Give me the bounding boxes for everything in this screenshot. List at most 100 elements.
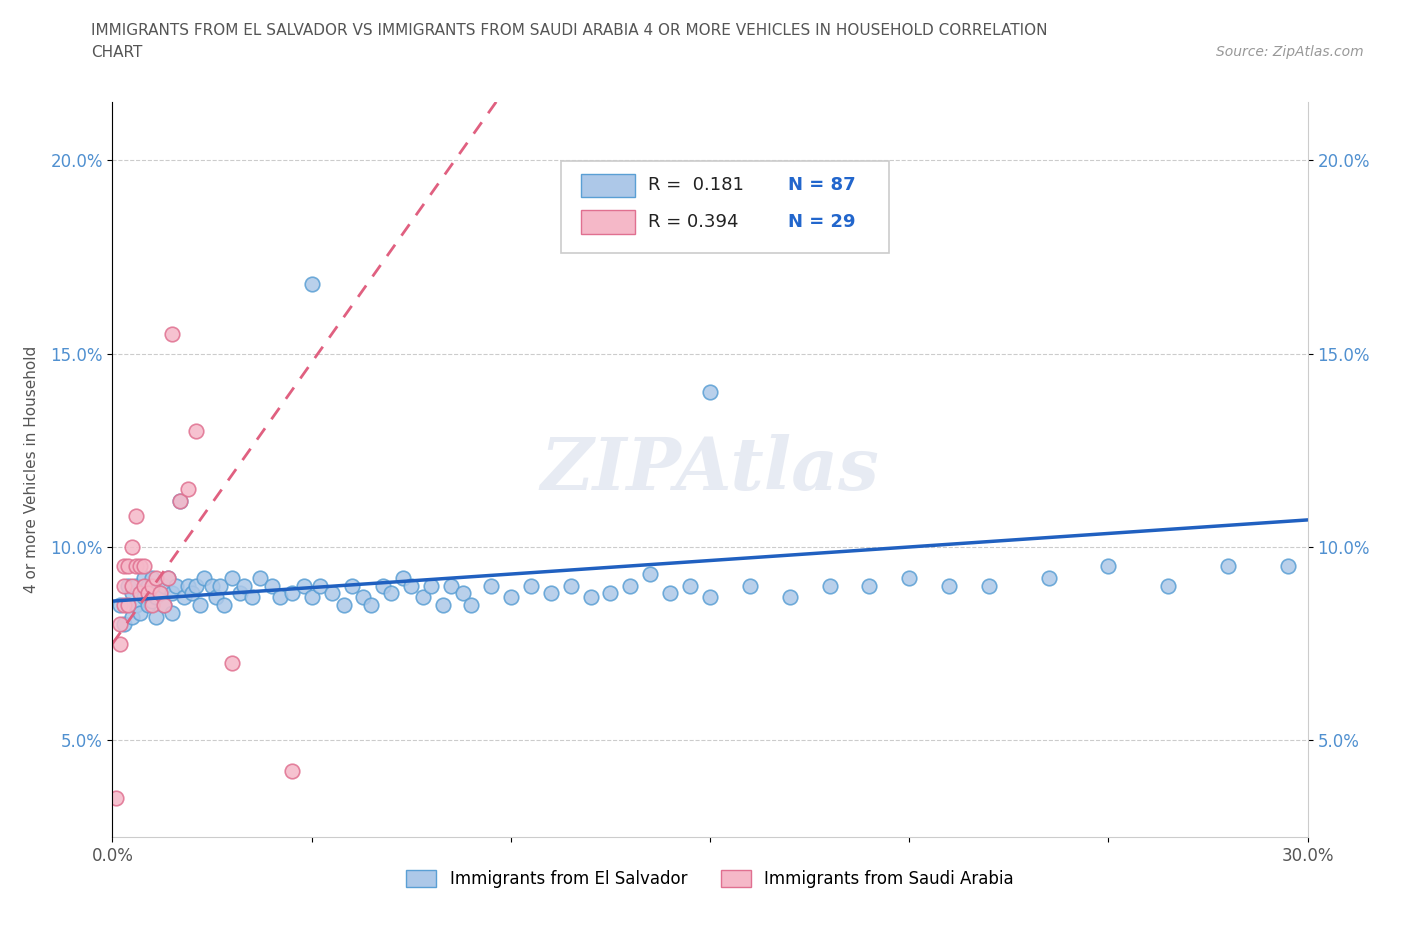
Point xyxy=(121,609,143,624)
Point xyxy=(149,586,172,601)
Point xyxy=(129,559,152,574)
Point xyxy=(420,578,443,593)
Point xyxy=(141,578,163,593)
Point xyxy=(169,493,191,508)
Point xyxy=(205,590,228,604)
Point xyxy=(233,578,256,593)
Point xyxy=(129,586,152,601)
Point xyxy=(105,790,128,805)
Point xyxy=(308,578,330,593)
FancyBboxPatch shape xyxy=(581,174,634,197)
Point xyxy=(134,590,156,604)
Point xyxy=(499,590,522,604)
Point xyxy=(479,578,502,593)
Point xyxy=(145,609,167,624)
Point xyxy=(153,598,176,613)
Point xyxy=(141,598,163,613)
Point xyxy=(134,570,156,585)
Point xyxy=(141,593,163,608)
Point xyxy=(699,590,721,604)
Point xyxy=(138,598,160,613)
Point xyxy=(321,586,343,601)
Point xyxy=(451,586,474,601)
Point xyxy=(898,570,921,585)
Point xyxy=(460,598,482,613)
Point xyxy=(1038,570,1060,585)
Point xyxy=(165,578,187,593)
Point xyxy=(114,617,135,631)
Point xyxy=(360,598,382,613)
Point xyxy=(340,578,363,593)
Point xyxy=(149,586,172,601)
Point xyxy=(125,598,148,613)
Point xyxy=(114,598,135,613)
Point xyxy=(412,590,434,604)
Point xyxy=(301,276,323,291)
Point xyxy=(292,578,315,593)
Point xyxy=(157,570,180,585)
Point xyxy=(169,493,191,508)
Point xyxy=(249,570,271,585)
Point xyxy=(520,578,543,593)
Point xyxy=(599,586,621,601)
Point xyxy=(117,559,139,574)
Point xyxy=(110,617,132,631)
Point xyxy=(177,482,200,497)
Point xyxy=(138,586,160,601)
Text: CHART: CHART xyxy=(91,45,143,60)
Point xyxy=(138,578,160,593)
Point xyxy=(659,586,682,601)
Point xyxy=(818,578,841,593)
Point xyxy=(110,598,132,613)
Point xyxy=(301,590,323,604)
Text: Source: ZipAtlas.com: Source: ZipAtlas.com xyxy=(1216,45,1364,59)
Point xyxy=(110,636,132,651)
Point xyxy=(221,570,243,585)
Point xyxy=(392,570,415,585)
Point xyxy=(114,559,135,574)
Point xyxy=(679,578,702,593)
Point xyxy=(977,578,1000,593)
Point xyxy=(162,605,183,620)
Point xyxy=(134,578,156,593)
Point xyxy=(209,578,232,593)
Point xyxy=(1097,559,1119,574)
Point xyxy=(145,570,167,585)
Point xyxy=(177,578,200,593)
Point xyxy=(121,578,143,593)
Point xyxy=(229,586,252,601)
Point xyxy=(440,578,463,593)
Point xyxy=(579,590,602,604)
Point xyxy=(380,586,402,601)
Point xyxy=(121,586,143,601)
Point xyxy=(153,598,176,613)
Point xyxy=(353,590,375,604)
Point xyxy=(332,598,354,613)
Point xyxy=(858,578,880,593)
Point xyxy=(281,586,304,601)
Point xyxy=(240,590,263,604)
Point xyxy=(373,578,395,593)
Point xyxy=(125,509,148,524)
Point xyxy=(1216,559,1239,574)
Point xyxy=(186,423,208,438)
Point xyxy=(125,559,148,574)
Text: N = 87: N = 87 xyxy=(787,177,855,194)
Point xyxy=(432,598,454,613)
Point xyxy=(401,578,423,593)
Point xyxy=(269,590,291,604)
Point xyxy=(186,578,208,593)
Point xyxy=(162,586,183,601)
Point xyxy=(738,578,761,593)
Point xyxy=(157,570,180,585)
Point xyxy=(281,764,304,778)
FancyBboxPatch shape xyxy=(561,161,890,253)
Point xyxy=(779,590,801,604)
Text: R =  0.181: R = 0.181 xyxy=(648,177,744,194)
Point xyxy=(640,566,662,581)
FancyBboxPatch shape xyxy=(581,210,634,233)
Point xyxy=(1277,559,1299,574)
Point xyxy=(145,590,167,604)
Point xyxy=(1157,578,1180,593)
Point xyxy=(221,656,243,671)
